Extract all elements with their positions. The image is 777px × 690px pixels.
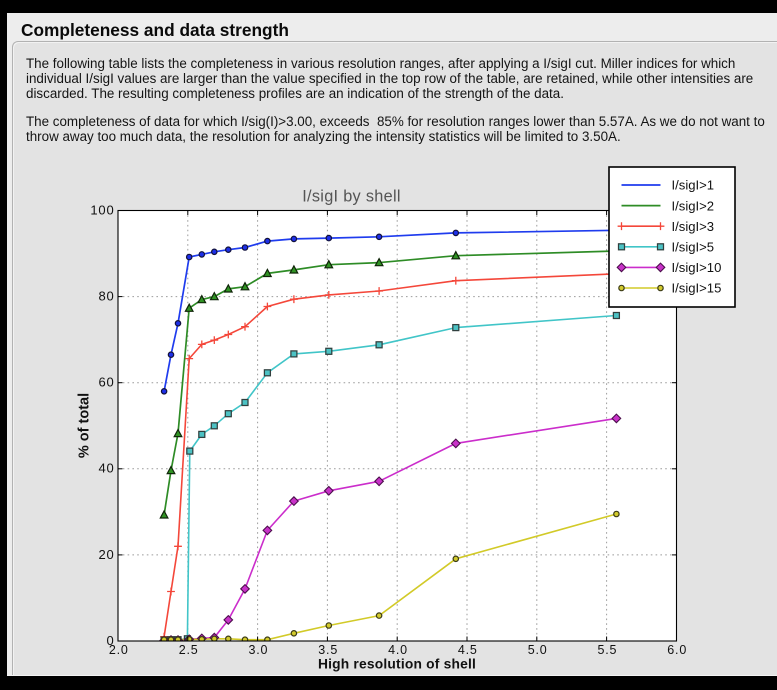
svg-text:% of total: % of total (77, 393, 93, 458)
svg-text:I/sigI>2: I/sigI>2 (672, 198, 715, 213)
svg-text:4.5: 4.5 (458, 643, 478, 657)
svg-text:5.5: 5.5 (598, 643, 618, 657)
svg-text:20: 20 (98, 547, 114, 562)
svg-text:High resolution of shell: High resolution of shell (318, 657, 476, 672)
svg-text:3.0: 3.0 (249, 643, 269, 657)
svg-text:4.0: 4.0 (388, 643, 408, 657)
svg-text:6.0: 6.0 (667, 643, 687, 657)
svg-text:I/sigI>10: I/sigI>10 (672, 260, 722, 275)
svg-text:60: 60 (98, 375, 114, 390)
svg-text:I/sigI>5: I/sigI>5 (672, 240, 715, 255)
svg-text:I/sigI>1: I/sigI>1 (672, 178, 715, 193)
svg-text:0: 0 (106, 633, 114, 648)
svg-text:I/sigI by shell: I/sigI by shell (302, 187, 401, 205)
svg-text:40: 40 (98, 461, 114, 476)
svg-text:3.5: 3.5 (318, 643, 338, 657)
svg-text:100: 100 (90, 202, 114, 217)
svg-text:80: 80 (98, 289, 114, 304)
svg-text:2.0: 2.0 (109, 643, 129, 657)
svg-text:2.5: 2.5 (179, 643, 199, 657)
svg-text:I/sigI>15: I/sigI>15 (672, 281, 722, 296)
svg-text:I/sigI>3: I/sigI>3 (672, 219, 715, 234)
svg-text:5.0: 5.0 (528, 643, 548, 657)
